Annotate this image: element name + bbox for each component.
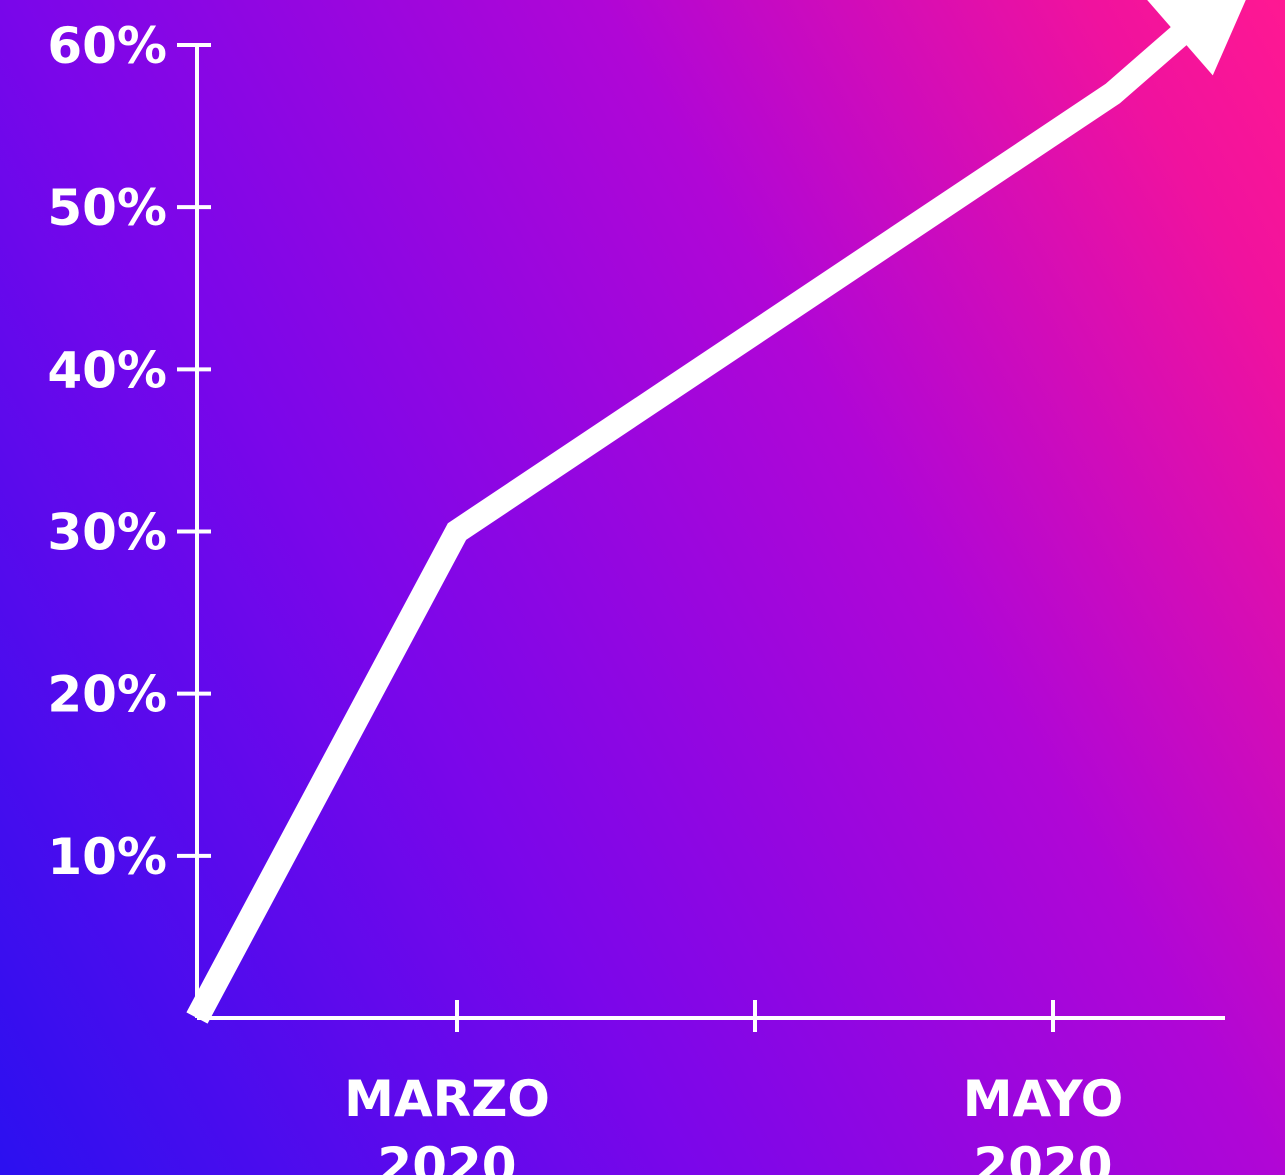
x-tick-label-year: 2020	[377, 1137, 516, 1175]
x-ticks: MARZO 2020 MAYO 2020	[344, 1000, 1123, 1175]
y-tick-label: 40%	[47, 341, 167, 399]
x-tick-label: MARZO	[344, 1070, 550, 1128]
y-tick-label: 50%	[47, 179, 167, 237]
x-tick-label: MAYO	[963, 1070, 1124, 1128]
y-tick-label: 30%	[47, 504, 167, 562]
series-line	[186, 20, 1195, 1024]
y-tick-label: 20%	[47, 666, 167, 724]
y-ticks: 60% 50% 40% 30% 20% 10%	[47, 17, 211, 886]
x-tick-label-year: 2020	[973, 1137, 1112, 1175]
y-tick-label: 60%	[47, 17, 167, 75]
arrowhead-icon	[1147, 0, 1246, 76]
y-tick-label: 10%	[47, 828, 167, 886]
